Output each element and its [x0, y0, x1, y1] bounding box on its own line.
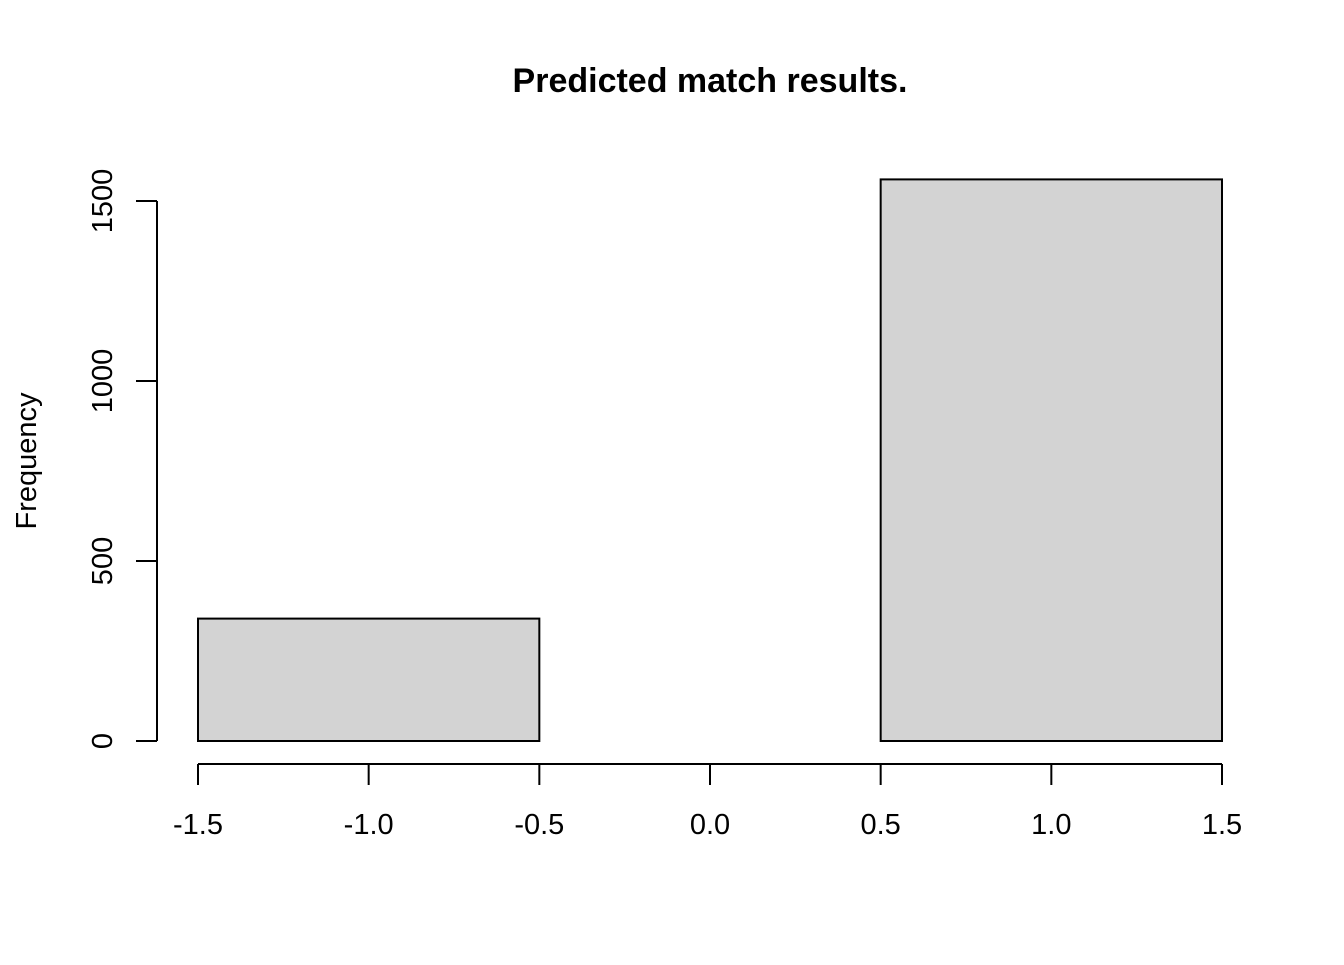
x-tick-label: 1.0 — [1031, 809, 1071, 841]
x-tick-label: -1.0 — [344, 809, 394, 841]
x-tick-label: 0.0 — [690, 809, 730, 841]
histogram-bar-3 — [879, 178, 1224, 742]
x-tick-label: -0.5 — [514, 809, 564, 841]
y-tick-label: 500 — [87, 537, 119, 585]
chart-title: Predicted match results. — [513, 62, 908, 100]
bars-group — [197, 178, 1224, 742]
x-tick-label: 1.5 — [1202, 809, 1242, 841]
x-axis: -1.5 -1.0 -0.5 0.0 0.5 1.0 1.5 — [173, 763, 1242, 841]
y-tick-label: 1000 — [87, 349, 119, 414]
y-tick-label: 0 — [87, 733, 119, 749]
x-tick-label: 0.5 — [861, 809, 901, 841]
y-tick-label: 1500 — [87, 169, 119, 234]
x-tick-label: -1.5 — [173, 809, 223, 841]
y-axis-label: Frequency — [11, 392, 43, 530]
histogram-bar-1 — [197, 617, 541, 742]
y-axis: 0 500 1000 1500 — [87, 169, 158, 749]
